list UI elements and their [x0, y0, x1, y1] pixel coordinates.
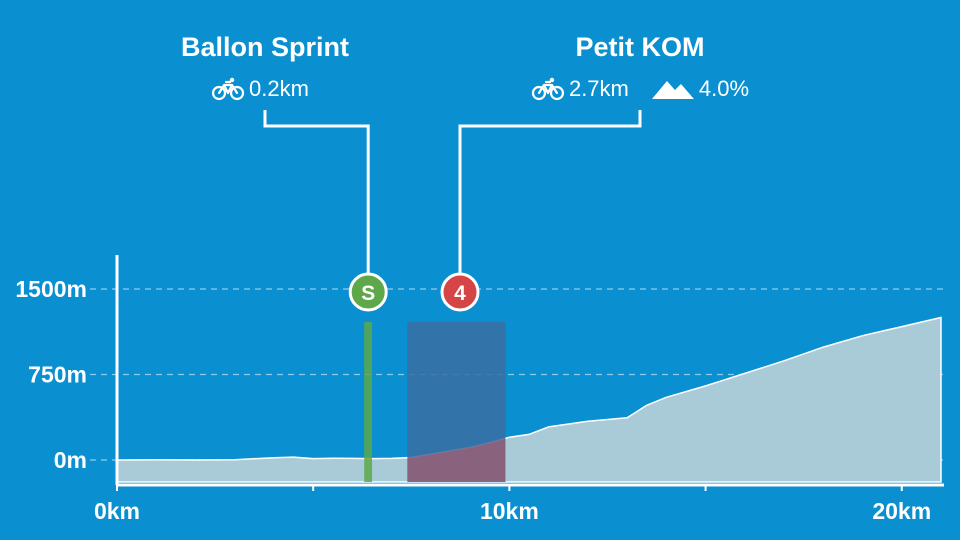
segment-stats-kom: 2.7km 4.0%	[531, 76, 749, 102]
bicycle-icon	[211, 77, 245, 101]
x-tick-label: 20km	[872, 498, 931, 524]
y-tick-labels: 0m 750m 1500m	[15, 276, 87, 473]
kom-leader-line	[458, 110, 642, 278]
sprint-badge-label: S	[361, 282, 375, 305]
axes	[115, 255, 944, 491]
bicycle-icon	[531, 77, 565, 101]
segment-length-sprint: 0.2km	[249, 76, 309, 101]
sprint-zone	[364, 322, 373, 482]
kom-zone	[407, 322, 506, 482]
x-tick-label: 10km	[480, 498, 539, 524]
y-tick-label: 750m	[28, 362, 87, 388]
segment-length-kom: 2.7km	[568, 76, 629, 101]
sprint-badge-circle	[348, 272, 388, 312]
y-tick-label: 0m	[54, 447, 87, 473]
segment-stats-sprint: 0.2km	[211, 76, 309, 102]
mountain-icon	[651, 78, 695, 100]
kom-badge-circle	[440, 272, 480, 312]
kom-badge: 4	[440, 272, 480, 312]
segment-zones	[364, 322, 506, 482]
y-tick-label: 1500m	[15, 276, 87, 302]
sprint-leader-line	[263, 110, 370, 278]
segment-title-sprint: Ballon Sprint	[181, 32, 349, 62]
segment-leaders	[263, 110, 642, 278]
x-tick-labels: 0km 10km 20km	[94, 498, 931, 524]
sprint-badge: S	[348, 272, 388, 312]
kom-badge-label: 4	[454, 282, 466, 305]
x-tick-label: 0km	[94, 498, 140, 524]
segment-title-kom: Petit KOM	[575, 32, 705, 62]
segment-grade-kom: 4.0%	[698, 76, 750, 101]
